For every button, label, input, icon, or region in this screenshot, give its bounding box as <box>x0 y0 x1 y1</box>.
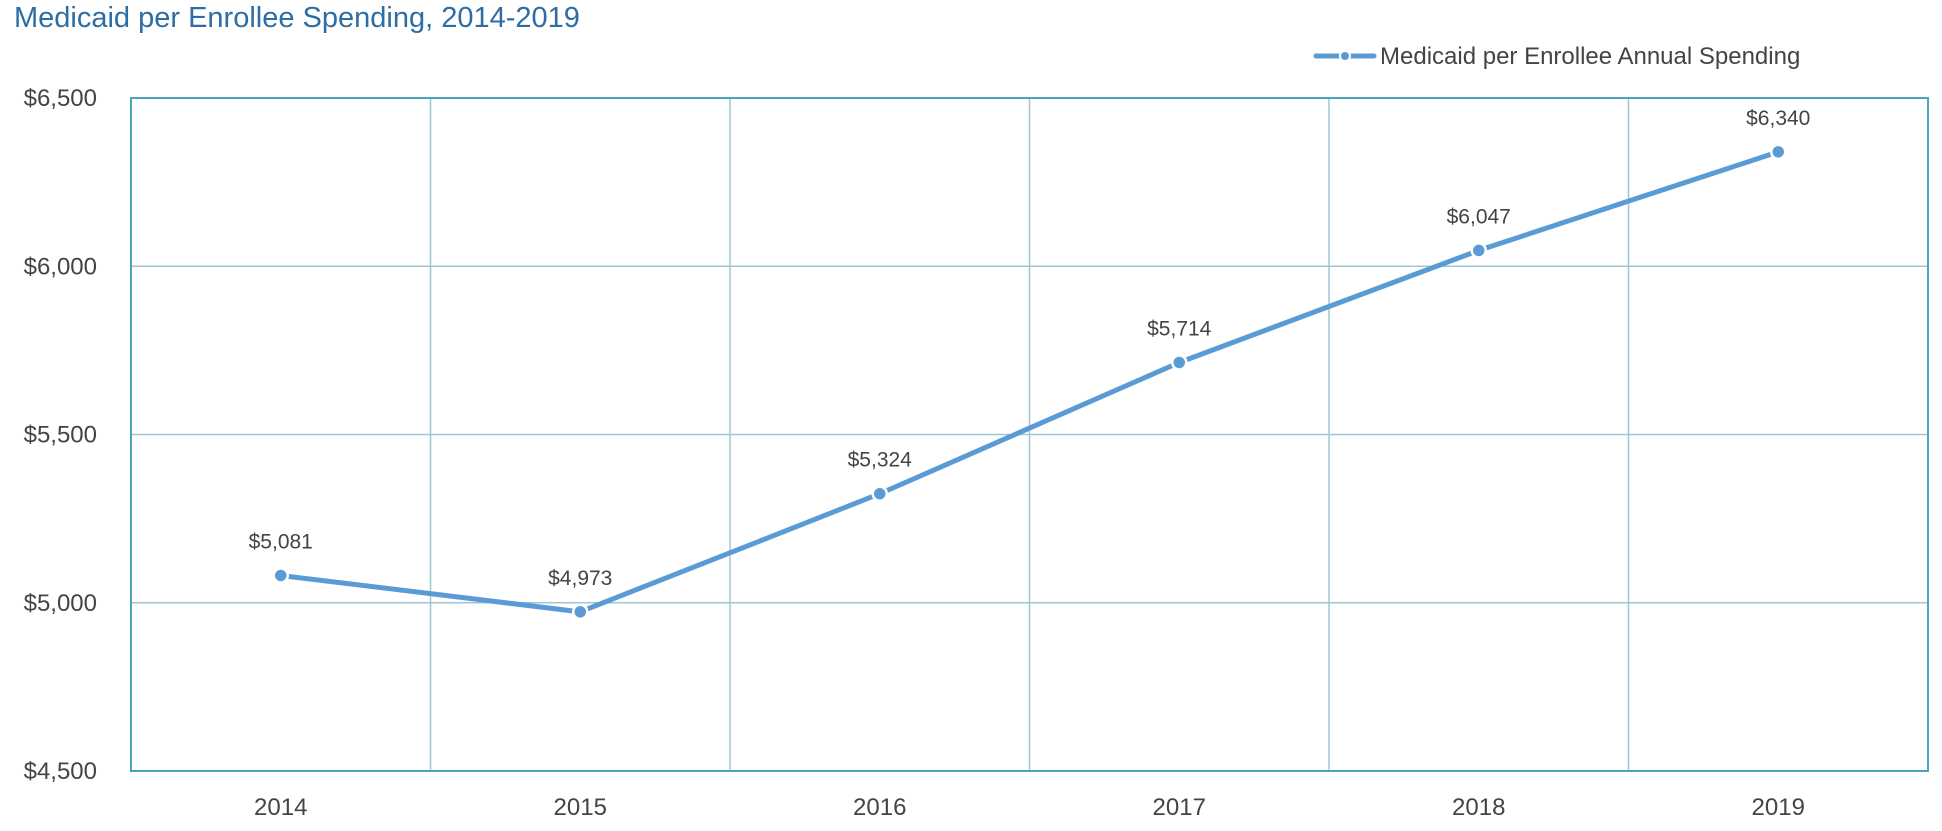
data-label: $6,340 <box>1746 107 1810 130</box>
chart-title: Medicaid per Enrollee Spending, 2014-201… <box>14 2 580 34</box>
y-tick-label: $6,000 <box>24 253 97 280</box>
x-axis-tick-labels: 2014 2015 2016 2017 2018 2019 <box>254 794 1805 821</box>
y-tick-label: $4,500 <box>24 758 97 785</box>
legend: Medicaid per Enrollee Annual Spending <box>1313 43 1800 70</box>
x-tick-label: 2018 <box>1452 794 1505 821</box>
data-label: $4,973 <box>548 567 612 590</box>
data-labels: $5,081 $4,973 $5,324 $5,714 $6,047 $6,340 <box>249 107 1811 590</box>
data-point-marker <box>871 485 888 502</box>
data-point-marker <box>1470 242 1487 259</box>
plot-area-border <box>130 97 1929 772</box>
data-point-marker <box>572 603 589 621</box>
series-medicaid-per-enrollee <box>272 143 1787 621</box>
series-line <box>278 149 1781 615</box>
x-tick-label: 2016 <box>853 794 906 821</box>
y-axis-tick-labels: $4,500 $5,000 $5,500 $6,000 $6,500 <box>24 85 97 785</box>
legend-entry-label: Medicaid per Enrollee Annual Spending <box>1380 43 1800 70</box>
data-label: $5,324 <box>848 449 913 472</box>
data-point-marker <box>1171 354 1188 371</box>
x-tick-label: 2017 <box>1153 794 1206 821</box>
y-tick-label: $6,500 <box>24 85 97 112</box>
data-point-marker <box>1770 143 1787 161</box>
gridlines <box>131 97 1928 772</box>
plot-frame <box>130 97 1929 772</box>
data-label: $5,714 <box>1147 317 1212 340</box>
x-tick-label: 2019 <box>1752 794 1805 821</box>
legend-point-marker <box>1339 50 1351 62</box>
data-label: $5,081 <box>249 530 313 553</box>
data-label: $6,047 <box>1447 205 1511 228</box>
data-point-marker <box>272 567 289 584</box>
y-tick-label: $5,000 <box>24 590 97 617</box>
x-tick-label: 2015 <box>554 794 607 821</box>
x-tick-label: 2014 <box>254 794 307 821</box>
y-tick-label: $5,500 <box>24 422 97 449</box>
